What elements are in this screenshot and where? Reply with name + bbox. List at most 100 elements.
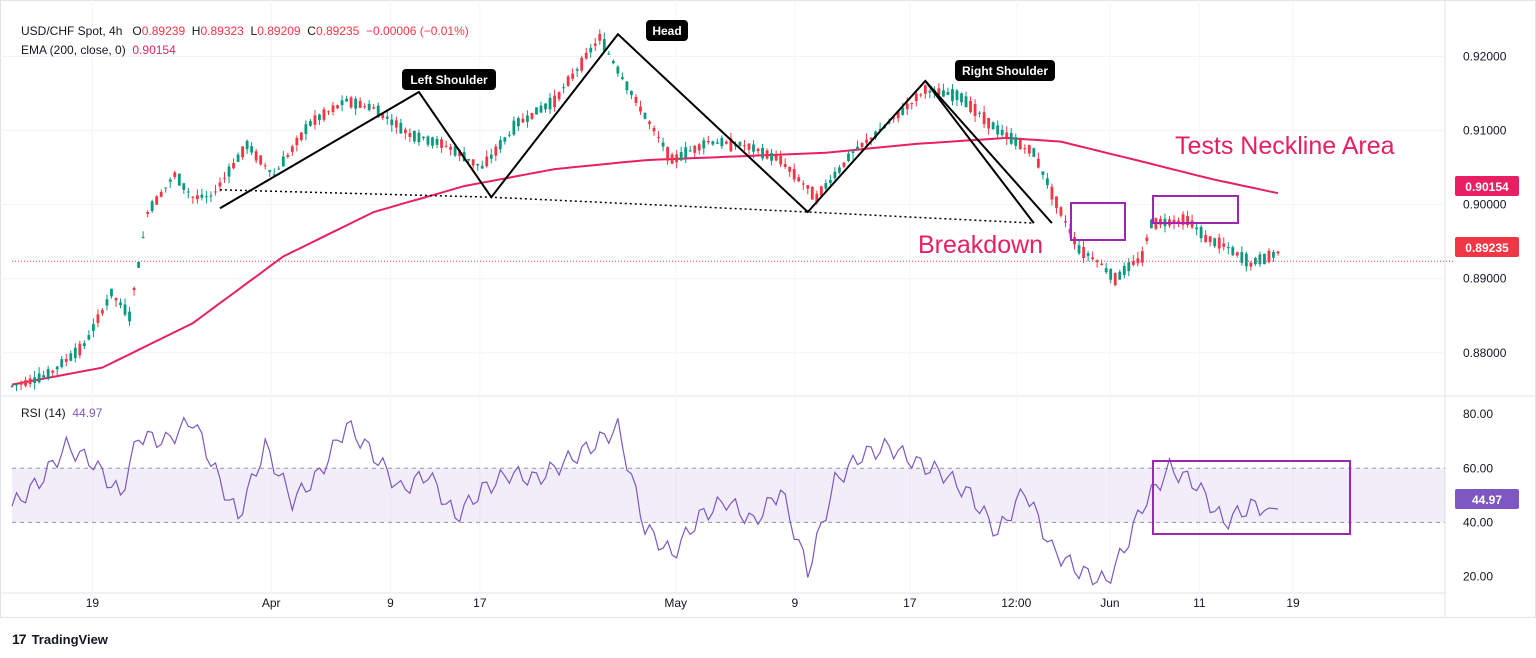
candle-body (1005, 132, 1009, 139)
candle-body (512, 120, 516, 135)
candle-body (449, 146, 452, 150)
candle-body (1122, 265, 1126, 275)
candle-body (1059, 207, 1063, 216)
candle-body (1036, 158, 1040, 168)
candle-body (168, 179, 172, 182)
candle-body (205, 196, 208, 198)
candle-body (788, 166, 792, 172)
price-legend: USD/CHF Spot, 4h O0.89239 H0.89323 L0.89… (21, 24, 469, 38)
candle-body (1222, 243, 1226, 247)
candle-body (566, 76, 570, 86)
candle-body (417, 132, 421, 143)
candle-body (598, 33, 602, 41)
candle-body (865, 139, 868, 143)
candle-body (1109, 269, 1113, 280)
candle-body (304, 124, 308, 134)
candle-body (1272, 251, 1275, 258)
candle-body (413, 130, 416, 142)
candle-body (137, 262, 140, 268)
candle-body (503, 137, 507, 142)
candle-body (1263, 253, 1266, 265)
candle-body (666, 147, 670, 161)
candle-body (765, 150, 769, 159)
candle-body (869, 137, 873, 140)
candle-body (670, 154, 674, 164)
candle-body (1199, 227, 1203, 239)
candle-body (969, 100, 972, 113)
candle-body (874, 131, 877, 138)
candle-body (679, 152, 683, 161)
candle-body (367, 103, 371, 111)
candle-body (336, 105, 339, 109)
candle-body (1253, 258, 1257, 265)
candle-body (774, 155, 778, 161)
candle-body (1014, 137, 1018, 146)
candle-body (923, 85, 927, 94)
candle-body (1258, 254, 1262, 265)
candle-body (195, 195, 199, 200)
candle-body (842, 162, 846, 167)
candle-body (724, 141, 728, 144)
candle-body (37, 373, 41, 383)
candle-body (878, 128, 882, 131)
time-tick-label: 17 (903, 596, 917, 610)
candle-body (942, 90, 945, 97)
candle-body (471, 159, 475, 166)
ema-legend: EMA (200, close, 0) 0.90154 (21, 43, 176, 57)
rsi-line (11, 416, 1279, 586)
candle-body (521, 118, 525, 123)
time-tick-label: 19 (86, 596, 100, 610)
candle-body (838, 167, 841, 173)
candle-body (245, 140, 249, 150)
candle-body (191, 196, 195, 198)
axes: 0.92000 0.91000 0.90000 0.89000 0.88000 80.00… (86, 49, 1507, 610)
candle-body (734, 145, 737, 147)
rsi-value-tag-text: 44.97 (1472, 493, 1502, 507)
candle-body (1050, 186, 1054, 200)
candle-body (693, 145, 697, 153)
candle-body (403, 129, 407, 134)
candle-body (548, 97, 552, 110)
breakdown-trendline (924, 80, 1053, 224)
time-tick-label: 9 (387, 596, 394, 610)
candle-body (1249, 262, 1253, 267)
time-tick-label: Apr (262, 596, 281, 610)
candle-body (1027, 145, 1031, 154)
rsi-tick-label: 20.00 (1463, 569, 1493, 583)
candle-body (494, 146, 498, 156)
rsi-label: RSI (14) (21, 406, 66, 420)
candle-body (444, 145, 448, 147)
candle-body (173, 172, 177, 177)
candle-body (309, 121, 312, 126)
candle-body (530, 112, 534, 119)
candle-body (313, 115, 317, 125)
candle-body (580, 57, 584, 71)
candle-body (729, 138, 733, 152)
candle-body (1091, 257, 1095, 260)
candle-body (223, 177, 226, 179)
candle-body (964, 96, 968, 108)
candle-body (453, 146, 457, 156)
candle-body (639, 106, 642, 112)
candle-body (919, 94, 923, 96)
candle-body (177, 173, 181, 186)
candle-body (1159, 219, 1162, 225)
candle-body (648, 121, 651, 125)
tradingview-logo-icon: 17 (12, 631, 27, 647)
candle-body (602, 39, 606, 52)
candle-body (408, 133, 412, 137)
price-tick-label: 0.92000 (1463, 49, 1507, 63)
candle-body (42, 375, 46, 378)
candle-body (783, 164, 787, 167)
candle-body (991, 122, 995, 130)
candle-body (847, 153, 850, 162)
breakdown-box (1070, 202, 1126, 241)
price-tick-label: 0.88000 (1463, 346, 1507, 360)
candle-body (973, 104, 977, 116)
candle-body (996, 125, 1000, 135)
candle-body (661, 142, 665, 147)
candle-body (982, 112, 986, 125)
candle-body (1032, 148, 1036, 157)
tradingview-footer[interactable]: 17 TradingView (12, 631, 108, 647)
candle-body (480, 165, 484, 169)
